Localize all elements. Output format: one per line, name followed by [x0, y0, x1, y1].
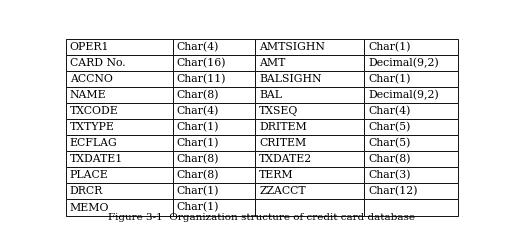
Bar — [255, 200, 364, 215]
Bar — [364, 39, 458, 55]
Bar — [364, 167, 458, 183]
Text: Char(5): Char(5) — [368, 122, 411, 132]
Text: Char(8): Char(8) — [368, 154, 411, 165]
Text: OPER1: OPER1 — [70, 42, 109, 52]
Text: Char(1): Char(1) — [177, 202, 219, 213]
Bar — [364, 151, 458, 167]
Text: DRITEM: DRITEM — [259, 122, 307, 132]
Text: Decimal(9,2): Decimal(9,2) — [368, 90, 439, 100]
Text: ACCNO: ACCNO — [70, 74, 113, 84]
Bar — [66, 55, 173, 71]
Text: Char(12): Char(12) — [368, 186, 418, 197]
Bar — [364, 87, 458, 103]
Text: Char(4): Char(4) — [177, 106, 219, 116]
Bar — [255, 103, 364, 119]
Bar — [255, 167, 364, 183]
Text: BAL: BAL — [259, 90, 282, 100]
Bar — [66, 151, 173, 167]
Text: ECFLAG: ECFLAG — [70, 138, 118, 148]
Bar — [66, 87, 173, 103]
Text: TERM: TERM — [259, 170, 294, 180]
Bar — [364, 103, 458, 119]
Bar — [255, 71, 364, 87]
Bar — [255, 87, 364, 103]
Text: NAME: NAME — [70, 90, 106, 100]
Bar — [66, 183, 173, 200]
Text: TXCODE: TXCODE — [70, 106, 119, 116]
Text: Char(5): Char(5) — [368, 138, 411, 148]
Bar — [364, 71, 458, 87]
Bar — [173, 135, 255, 151]
Text: AMTSIGHN: AMTSIGHN — [259, 42, 325, 52]
Text: Char(4): Char(4) — [177, 42, 219, 52]
Bar — [364, 119, 458, 135]
Text: CARD No.: CARD No. — [70, 58, 125, 68]
Text: Char(1): Char(1) — [177, 186, 219, 197]
Bar — [173, 87, 255, 103]
Text: BALSIGHN: BALSIGHN — [259, 74, 321, 84]
Text: PLACE: PLACE — [70, 170, 108, 180]
Bar — [173, 119, 255, 135]
Text: Figure 3-1  Organization structure of credit card database: Figure 3-1 Organization structure of cre… — [108, 213, 415, 222]
Text: DRCR: DRCR — [70, 186, 103, 197]
Bar — [173, 200, 255, 215]
Text: AMT: AMT — [259, 58, 286, 68]
Text: Char(1): Char(1) — [368, 74, 411, 84]
Text: Char(3): Char(3) — [368, 170, 411, 181]
Bar — [66, 71, 173, 87]
Bar — [255, 55, 364, 71]
Bar — [255, 39, 364, 55]
Text: Char(1): Char(1) — [177, 138, 219, 148]
Text: TXSEQ: TXSEQ — [259, 106, 298, 116]
Text: Decimal(9,2): Decimal(9,2) — [368, 58, 439, 68]
Text: Char(11): Char(11) — [177, 74, 226, 84]
Bar — [364, 135, 458, 151]
Bar — [173, 103, 255, 119]
Bar — [364, 183, 458, 200]
Text: MEMO: MEMO — [70, 203, 109, 212]
Text: TXDATE2: TXDATE2 — [259, 154, 312, 164]
Bar — [173, 151, 255, 167]
Bar — [173, 39, 255, 55]
Bar — [173, 183, 255, 200]
Text: Char(8): Char(8) — [177, 90, 219, 100]
Bar — [173, 167, 255, 183]
Bar — [255, 151, 364, 167]
Bar — [173, 71, 255, 87]
Text: Char(16): Char(16) — [177, 58, 226, 68]
Text: TXTYPE: TXTYPE — [70, 122, 114, 132]
Bar — [255, 183, 364, 200]
Text: ZZACCT: ZZACCT — [259, 186, 306, 197]
Text: Char(8): Char(8) — [177, 170, 219, 181]
Bar — [66, 167, 173, 183]
Bar — [66, 39, 173, 55]
Bar — [364, 55, 458, 71]
Bar — [66, 200, 173, 215]
Bar — [255, 119, 364, 135]
Text: Char(1): Char(1) — [368, 42, 411, 52]
Text: Char(1): Char(1) — [177, 122, 219, 132]
Bar — [364, 200, 458, 215]
Bar — [255, 135, 364, 151]
Text: CRITEM: CRITEM — [259, 138, 307, 148]
Bar — [66, 135, 173, 151]
Text: Char(8): Char(8) — [177, 154, 219, 165]
Text: TXDATE1: TXDATE1 — [70, 154, 123, 164]
Bar — [66, 119, 173, 135]
Bar — [173, 55, 255, 71]
Text: Char(4): Char(4) — [368, 106, 411, 116]
Bar — [66, 103, 173, 119]
